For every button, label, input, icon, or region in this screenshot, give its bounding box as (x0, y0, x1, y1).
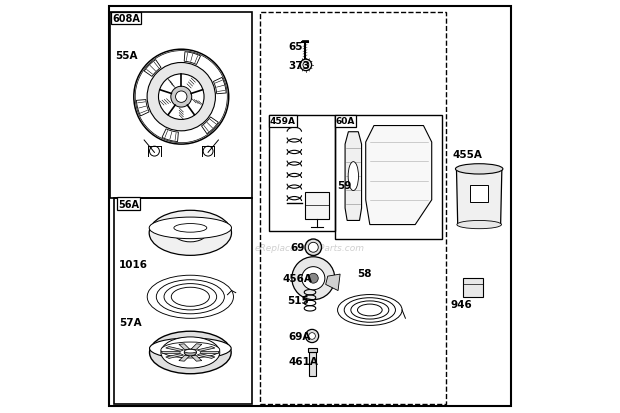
Circle shape (134, 50, 229, 145)
Polygon shape (162, 352, 180, 354)
Polygon shape (366, 126, 432, 225)
Bar (110, 13, 252, 198)
Circle shape (159, 75, 204, 120)
Ellipse shape (161, 337, 219, 368)
Circle shape (292, 257, 335, 300)
Circle shape (300, 60, 312, 71)
Polygon shape (179, 356, 190, 361)
Circle shape (309, 333, 316, 339)
Text: 69A: 69A (288, 331, 311, 341)
Circle shape (203, 147, 213, 157)
Polygon shape (202, 118, 218, 134)
Bar (114, 198, 252, 404)
Text: 60A: 60A (336, 117, 355, 126)
Text: 58: 58 (358, 268, 372, 278)
Polygon shape (326, 274, 340, 291)
Polygon shape (184, 52, 200, 65)
Polygon shape (456, 169, 502, 225)
Ellipse shape (161, 342, 219, 358)
Ellipse shape (149, 218, 231, 239)
Polygon shape (197, 354, 215, 358)
Circle shape (175, 92, 187, 103)
Text: 461A: 461A (288, 356, 319, 366)
Circle shape (149, 147, 159, 157)
Bar (260, 13, 446, 404)
Ellipse shape (174, 224, 207, 242)
Bar (308, 348, 317, 352)
Circle shape (303, 63, 309, 69)
Polygon shape (179, 344, 190, 350)
Polygon shape (213, 78, 226, 95)
Text: 455A: 455A (453, 150, 482, 160)
Polygon shape (136, 100, 149, 116)
Ellipse shape (348, 162, 358, 191)
Ellipse shape (184, 349, 197, 356)
Text: 65: 65 (288, 42, 303, 52)
Circle shape (308, 243, 318, 253)
Polygon shape (345, 133, 361, 221)
Ellipse shape (174, 224, 207, 233)
Text: 1016: 1016 (119, 259, 148, 269)
Bar (304, 192, 329, 220)
Polygon shape (191, 356, 202, 361)
Text: 59: 59 (337, 181, 352, 191)
Circle shape (171, 87, 192, 108)
Bar (335, 116, 442, 240)
Circle shape (147, 63, 215, 131)
Text: 57A: 57A (119, 317, 141, 327)
Text: 946: 946 (450, 299, 472, 309)
Circle shape (302, 267, 325, 290)
Bar (463, 278, 484, 297)
Polygon shape (197, 347, 215, 351)
Ellipse shape (149, 211, 231, 256)
Text: 608A: 608A (112, 14, 140, 24)
Polygon shape (166, 354, 184, 358)
Polygon shape (162, 130, 179, 142)
Text: 69: 69 (291, 243, 305, 253)
Polygon shape (201, 352, 219, 354)
Polygon shape (191, 344, 202, 350)
Bar (268, 116, 335, 231)
Text: 515: 515 (287, 295, 309, 305)
Ellipse shape (457, 221, 502, 229)
Ellipse shape (184, 350, 197, 353)
Circle shape (308, 273, 318, 283)
Polygon shape (144, 60, 161, 77)
Ellipse shape (456, 164, 503, 175)
Text: eReplacementParts.com: eReplacementParts.com (255, 243, 365, 252)
Text: 373: 373 (288, 61, 311, 71)
Text: 55A: 55A (115, 51, 138, 61)
Bar (309, 352, 316, 376)
Bar (470, 186, 488, 202)
Circle shape (305, 240, 322, 256)
Text: 56A: 56A (118, 199, 139, 209)
Polygon shape (166, 347, 184, 351)
Circle shape (306, 330, 319, 343)
Text: 456A: 456A (282, 273, 312, 283)
Ellipse shape (149, 331, 231, 374)
Text: 459A: 459A (270, 117, 296, 126)
Ellipse shape (149, 338, 231, 359)
